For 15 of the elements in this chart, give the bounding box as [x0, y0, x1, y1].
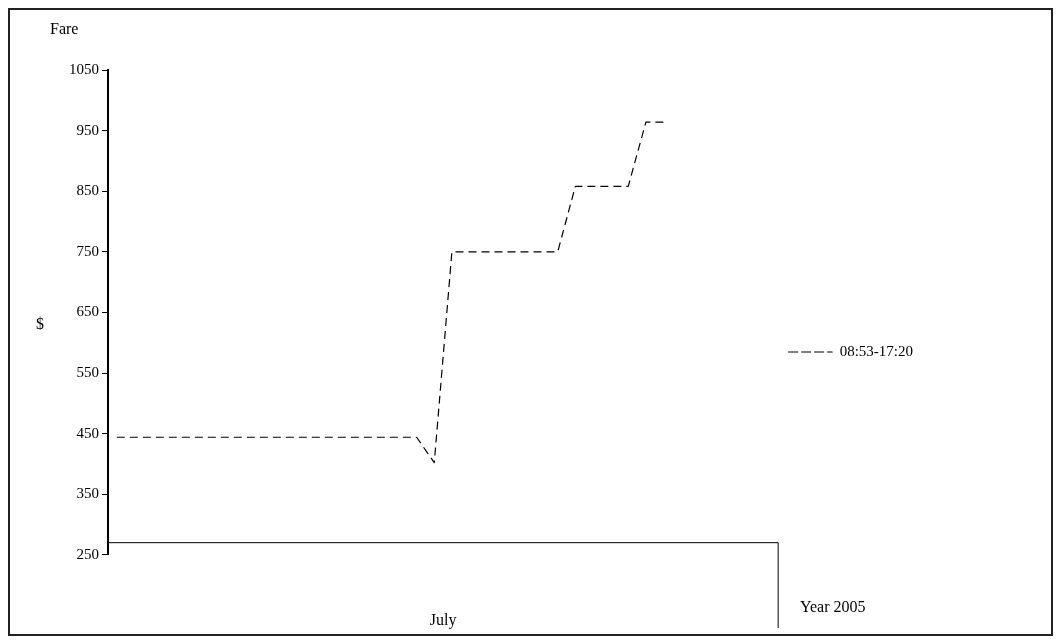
y-tick-label: 950	[76, 121, 99, 138]
y-tick-label: 650	[76, 303, 99, 320]
text: Year 2005	[800, 598, 866, 616]
y-tick-label: 750	[76, 242, 99, 259]
x-axis-title: July	[429, 610, 457, 629]
legend-label: 08:53-17:20	[839, 342, 914, 359]
y-tick-label: 550	[76, 363, 99, 380]
y-tick-label: 1050	[69, 60, 99, 77]
line-series	[116, 121, 665, 464]
y-tick-label: 850	[76, 182, 99, 199]
y-tick-label: 450	[76, 424, 99, 441]
chart-title: Fare	[50, 20, 79, 38]
y-tick-label: 250	[76, 545, 99, 562]
y-tick-label: 350	[76, 485, 99, 502]
y-axis-title: $	[36, 314, 44, 332]
